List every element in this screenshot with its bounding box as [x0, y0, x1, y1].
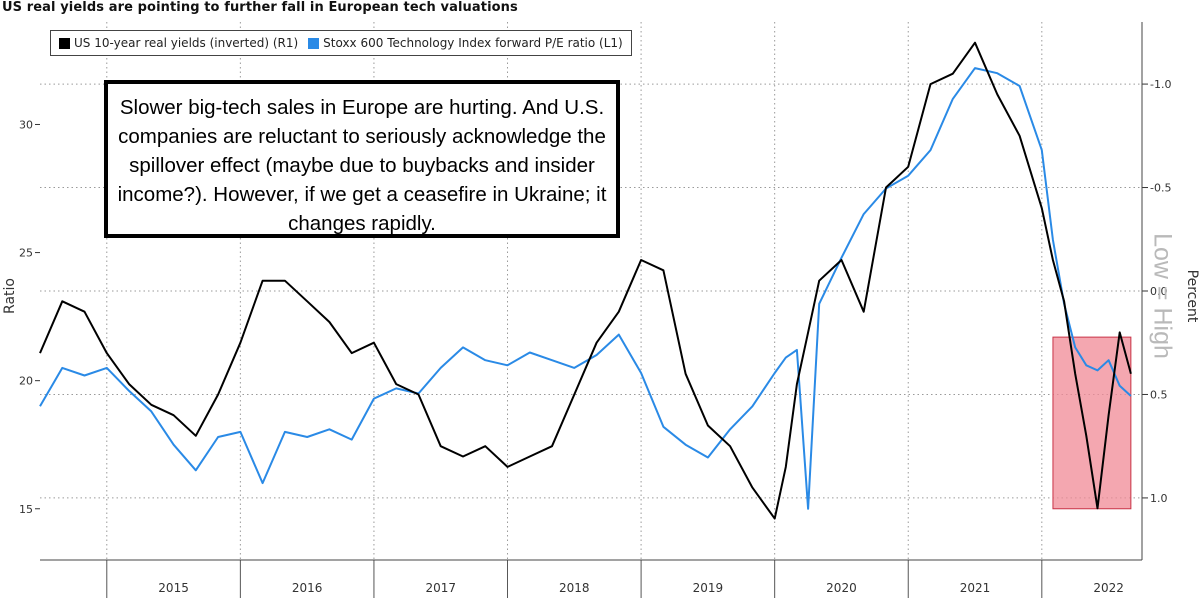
legend-label-real-yields: US 10-year real yields (inverted) (R1)	[74, 36, 299, 50]
right-axis-label-text: Percent	[1184, 269, 1200, 323]
x-tick-label: 2016	[292, 581, 323, 595]
x-tick-label: 2022	[1093, 581, 1124, 595]
y-tick-label: 20	[19, 375, 33, 388]
gridlines	[40, 22, 1142, 560]
series-layer	[39, 41, 1132, 520]
highlight-layer	[1052, 336, 1132, 510]
left-axis-label-text: Ratio	[2, 278, 18, 314]
y2-tick-label: 0.0	[1150, 285, 1168, 298]
series-line-real-yields	[39, 41, 1132, 520]
highlight-region	[1052, 336, 1132, 510]
legend-item-stoxx-pe: Stoxx 600 Technology Index forward P/E r…	[308, 36, 623, 50]
y-tick-label: 25	[19, 247, 33, 260]
y-tick-label: 30	[19, 118, 33, 131]
x-tick-label: 2017	[425, 581, 456, 595]
axes: 2015 2016 2017 2018 2019 2020 2021 2022-1.0-0.5…	[19, 22, 1171, 598]
y2-tick-label: 1.0	[1150, 492, 1168, 505]
series-line-stoxx-pe	[39, 67, 1132, 510]
x-tick-label: 2020	[826, 581, 857, 595]
legend-swatch-black	[59, 37, 70, 49]
y-tick-label: 15	[19, 503, 33, 516]
x-tick-label: 2015	[158, 581, 189, 595]
legend: US 10-year real yields (inverted) (R1) S…	[50, 30, 632, 56]
x-tick-label: 2021	[960, 581, 991, 595]
legend-swatch-blue	[308, 37, 320, 49]
x-tick-label: 2019	[693, 581, 724, 595]
y2-tick-label: -1.0	[1150, 78, 1171, 91]
y2-tick-label: -0.5	[1150, 182, 1171, 195]
annotation-box: Slower big-tech sales in Europe are hurt…	[104, 80, 620, 238]
watermark-text: Low = High	[1148, 233, 1177, 359]
y2-tick-label: 0.5	[1150, 388, 1168, 401]
chart-title: US real yields are pointing to further f…	[2, 0, 518, 15]
x-tick-label: 2018	[559, 581, 590, 595]
legend-label-stoxx-pe: Stoxx 600 Technology Index forward P/E r…	[323, 36, 623, 50]
legend-item-real-yields: US 10-year real yields (inverted) (R1)	[59, 36, 298, 50]
